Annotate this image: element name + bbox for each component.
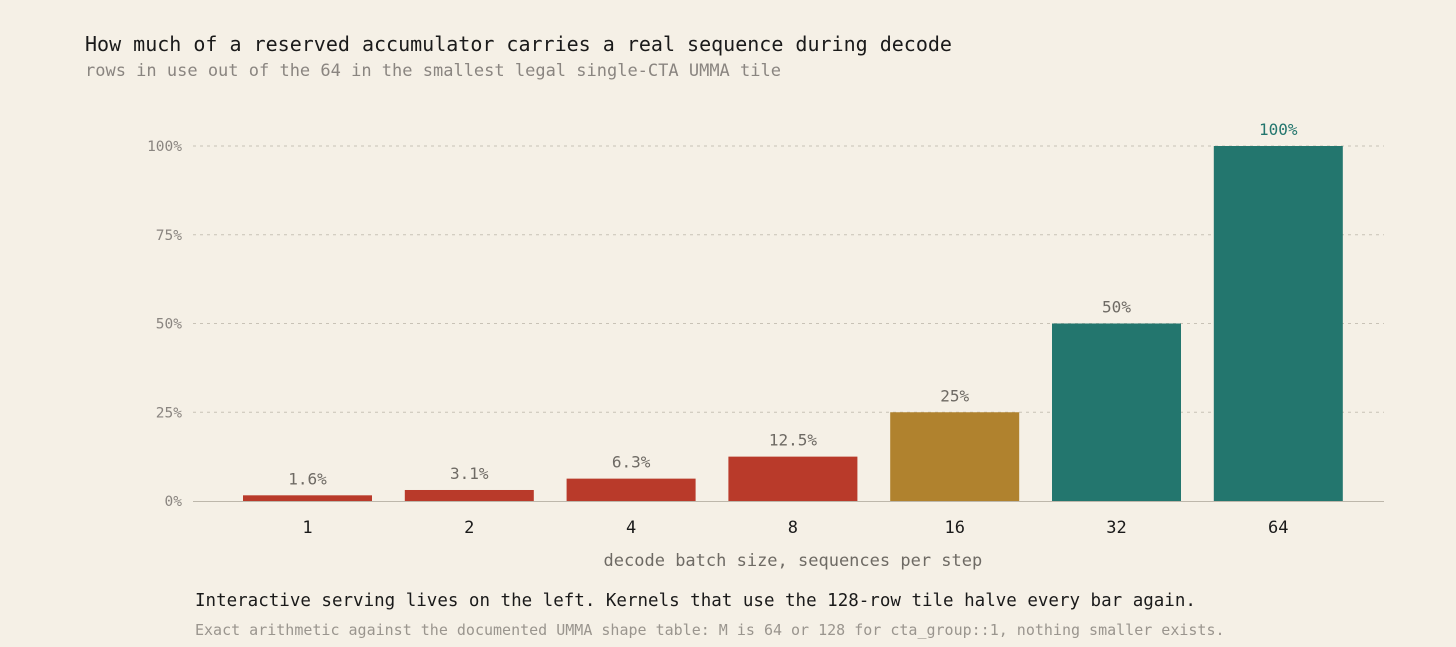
bar-8	[728, 456, 858, 501]
bar-1	[243, 495, 372, 501]
bar-32	[1052, 323, 1181, 501]
footer-footnote: Exact arithmetic against the documented …	[195, 621, 1225, 639]
gridlines	[193, 145, 1384, 413]
value-label: 25%	[940, 386, 969, 405]
value-label: 6.3%	[612, 453, 651, 472]
x-tick-label: 2	[464, 518, 474, 538]
x-tick-label: 4	[626, 518, 636, 538]
y-tick-label: 100%	[147, 139, 182, 155]
bar-2	[404, 489, 534, 501]
x-tick-label: 32	[1106, 518, 1126, 538]
bars	[243, 146, 1343, 501]
value-label: 3.1%	[450, 464, 489, 483]
bar-64	[1213, 146, 1343, 501]
x-tick-label: 64	[1268, 518, 1288, 538]
bar-16	[890, 412, 1020, 501]
footer-note: Interactive serving lives on the left. K…	[195, 591, 1196, 611]
value-label: 1.6%	[288, 469, 327, 488]
x-tick-label: 16	[944, 518, 964, 538]
value-label: 50%	[1102, 298, 1131, 317]
bar-4	[566, 478, 696, 501]
x-axis-label: decode batch size, sequences per step	[604, 551, 983, 571]
x-axis-ticks: 1 2 4 8 16 32 64	[302, 518, 1288, 538]
x-tick-label: 8	[788, 518, 798, 538]
chart-subtitle: rows in use out of the 64 in the smalles…	[85, 61, 781, 81]
chart-title: How much of a reserved accumulator carri…	[85, 32, 952, 56]
x-tick-label: 1	[302, 518, 312, 538]
value-label: 100%	[1259, 120, 1298, 139]
bar-chart: 0%25%50%75%100% 1.6% 3.1%6.3%12.5%25%50%1…	[147, 120, 1384, 571]
y-tick-label: 75%	[156, 228, 182, 244]
y-axis-ticks: 0% 25% 50% 75% 100%	[147, 139, 182, 510]
value-label: 12.5%	[769, 431, 818, 450]
y-tick-label: 50%	[156, 317, 182, 333]
y-tick-label: 0%	[165, 494, 183, 510]
y-tick-label: 25%	[156, 405, 182, 421]
value-labels: 1.6% 3.1% 6.3% 12.5% 25% 50% 100%	[288, 120, 1298, 488]
